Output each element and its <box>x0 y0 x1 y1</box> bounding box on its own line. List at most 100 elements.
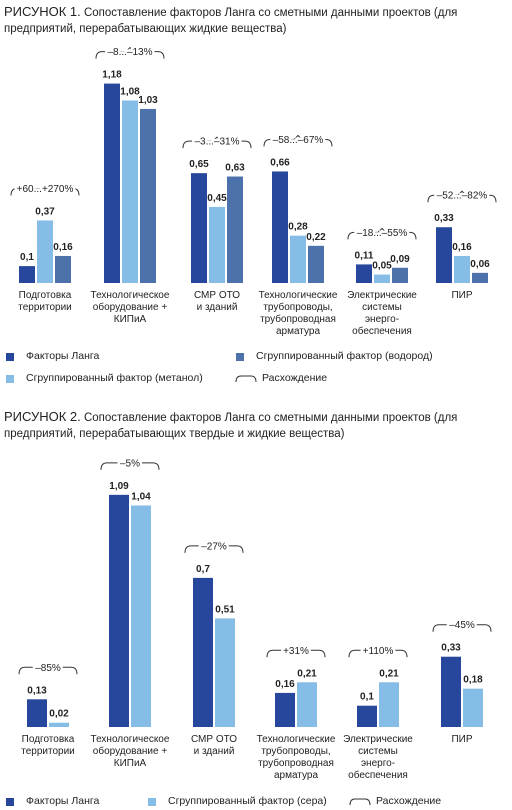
bar <box>227 176 243 283</box>
value-label: 1,04 <box>131 491 151 502</box>
bar <box>436 227 452 283</box>
chart-title: РИСУНОК 1. Сопоставление факторов Ланга … <box>4 4 474 37</box>
value-label: 0,21 <box>297 668 317 679</box>
category-label: Электрические системы энерго- обеспечени… <box>343 734 413 781</box>
category-label: Технологические трубопроводы, трубопрово… <box>256 734 336 781</box>
bar <box>109 494 129 727</box>
legend-label: Сгруппированный фактор (метанол) <box>26 372 203 384</box>
category-label: СМР ОТО и зданий <box>190 734 238 757</box>
value-label: 0,16 <box>452 242 472 253</box>
category-label: Технологические трубопроводы, трубопрово… <box>258 290 338 337</box>
divergence-label: –5% <box>120 458 140 469</box>
bar <box>140 108 156 284</box>
bar <box>374 274 390 283</box>
legend-label: Сгруппированный фактор (сера) <box>168 795 327 807</box>
bar <box>290 235 306 283</box>
value-label: 1,08 <box>120 86 140 97</box>
legend-swatch <box>6 798 14 806</box>
value-label: 1,03 <box>138 95 158 106</box>
chart-block: РИСУНОК 1. Сопоставление факторов Ланга … <box>4 4 497 384</box>
figure-label: РИСУНОК 1. <box>4 4 81 19</box>
value-label: 0,51 <box>215 604 235 615</box>
value-label: 0,13 <box>27 685 47 696</box>
bar <box>308 245 324 283</box>
category-label: Подготовка территории <box>18 290 72 313</box>
divergence-label: +31% <box>283 646 309 657</box>
divergence-bracket <box>266 645 326 658</box>
title-text: Сопоставление факторов Ланга со сметными… <box>4 7 458 35</box>
bar <box>463 688 483 727</box>
title-text: Сопоставление факторов Ланга со сметными… <box>4 412 458 440</box>
bar <box>472 272 488 283</box>
bar <box>37 220 53 283</box>
divergence-bracket <box>95 46 165 59</box>
value-label: 0,63 <box>225 163 245 174</box>
figure-label: РИСУНОК 2. <box>4 409 81 424</box>
value-label: 0,45 <box>207 193 227 204</box>
divergence-label: +60...+270% <box>17 184 74 195</box>
divergence-bracket <box>347 227 417 240</box>
divergence-label: –18...–55% <box>357 228 408 239</box>
bar <box>356 264 372 283</box>
value-label: 0,21 <box>379 668 399 679</box>
category-label: Технологическое оборудование + КИПиА <box>90 290 170 325</box>
bar <box>275 692 295 727</box>
bar <box>19 266 35 283</box>
chart: 0,130,02–85%1,091,04–5%0,70,51–27%0,160,… <box>6 456 492 806</box>
value-label: 0,02 <box>49 709 69 720</box>
value-label: 0,22 <box>306 232 326 243</box>
bar <box>215 618 235 727</box>
bar <box>272 171 288 283</box>
bar <box>379 682 399 727</box>
divergence-bracket <box>182 136 252 149</box>
bar <box>392 267 408 283</box>
bar <box>454 255 470 283</box>
category-label: ПИР <box>451 734 473 745</box>
legend-bracket <box>235 375 257 383</box>
chart: 0,1 0,37 0,16 +60...+270% 1,18 1,081,03 –8...–… <box>6 46 497 383</box>
value-label: 0,1 <box>20 252 34 263</box>
chart-title: РИСУНОК 2. Сопоставление факторов Ланга … <box>4 409 474 442</box>
legend-swatch <box>236 353 244 361</box>
bar <box>193 577 213 727</box>
value-label: 0,05 <box>372 261 392 272</box>
category-label: СМР ОТО и зданий <box>193 290 241 313</box>
bar <box>49 722 69 727</box>
bar <box>131 505 151 727</box>
value-label: 0,28 <box>288 222 308 233</box>
divergence-bracket <box>184 541 244 553</box>
legend-label: Факторы Ланга <box>26 795 100 807</box>
bar <box>27 699 47 727</box>
divergence-label: –45% <box>449 620 475 631</box>
category-label: Технологическое оборудование + КИПиА <box>90 734 170 769</box>
bar <box>357 705 377 727</box>
divergence-label: –52...–82% <box>437 191 488 202</box>
divergence-bracket <box>263 134 333 147</box>
value-label: 0,33 <box>434 213 454 224</box>
bar <box>104 83 120 283</box>
legend-label: Расхождение <box>376 795 442 807</box>
bar <box>55 255 71 283</box>
value-label: 0,11 <box>355 250 374 261</box>
divergence-bracket <box>432 620 492 632</box>
legend-bracket <box>349 798 371 806</box>
value-label: 1,09 <box>109 481 129 492</box>
value-label: 0,06 <box>470 259 490 270</box>
divergence-label: –58...–67% <box>273 135 324 146</box>
divergence-bracket <box>348 645 408 658</box>
divergence-label: –27% <box>201 541 227 552</box>
bar <box>441 656 461 727</box>
divergence-label: –8...–13% <box>107 47 152 58</box>
divergence-bracket <box>18 662 78 675</box>
value-label: 0,37 <box>35 206 55 217</box>
value-label: 0,7 <box>196 564 210 575</box>
bar <box>297 682 317 727</box>
legend-label: Факторы Ланга <box>26 350 100 362</box>
value-label: 1,18 <box>102 70 122 81</box>
divergence-label: –85% <box>35 663 61 674</box>
bar <box>209 206 225 283</box>
divergence-label: –3...–31% <box>194 137 239 148</box>
divergence-label: +110% <box>363 646 394 657</box>
value-label: 0,33 <box>441 643 461 654</box>
